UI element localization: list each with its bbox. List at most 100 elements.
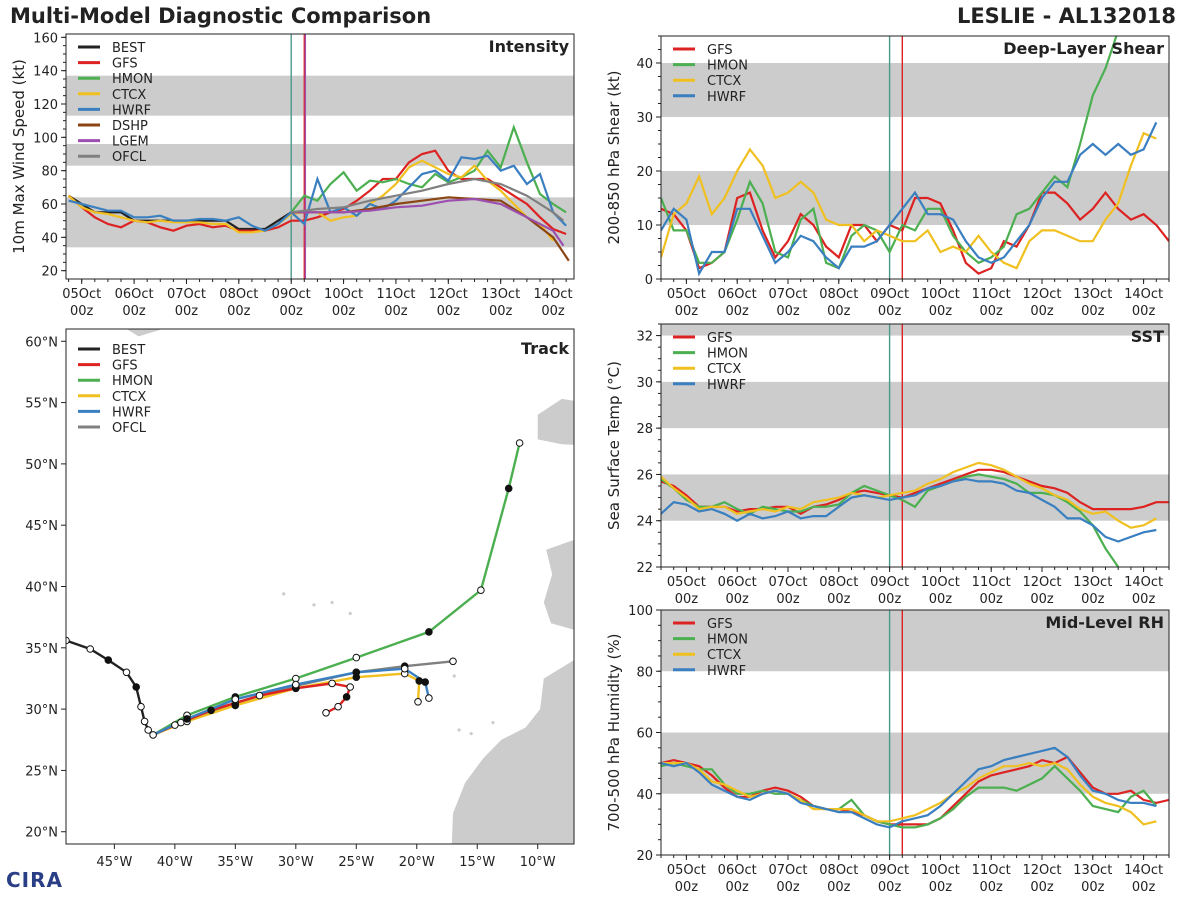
plot-frame	[65, 33, 575, 280]
y-tick-label: 80	[636, 665, 653, 680]
panel-title: Track	[521, 339, 569, 358]
x-tick-label-date: 13Oct	[1073, 575, 1112, 590]
track-point-hwrf	[400, 664, 409, 673]
track-point-gfs	[328, 679, 336, 688]
greenland-land	[126, 329, 163, 337]
x-tick-label-date: 07Oct	[768, 287, 807, 302]
x-tick-label-hour: 00z	[1132, 592, 1156, 607]
x-tick-label-date: 10Oct	[921, 287, 960, 302]
y-tick-label: 30	[636, 111, 653, 126]
y-axis-label: Sea Surface Temp (°C)	[605, 361, 623, 530]
series-line-hmon	[661, 473, 1120, 567]
series-line-hmon	[661, 36, 1118, 270]
x-tick-label-hour: 00z	[726, 880, 750, 895]
ireland-land	[537, 398, 574, 445]
x-tick-label-date: 05Oct	[62, 287, 101, 302]
track-point-hmon	[504, 484, 513, 493]
y-tick-label: 40	[41, 231, 58, 246]
cira-logo: CIRA	[6, 868, 63, 892]
x-tick-label-date: 13Oct	[1073, 863, 1112, 878]
x-tick-label-date: 08Oct	[819, 575, 858, 590]
legend-label-gfs: GFS	[707, 43, 733, 58]
lat-tick-label: 20°N	[25, 826, 58, 841]
track-point-best	[140, 717, 149, 726]
x-tick-label-date: 06Oct	[718, 863, 757, 878]
x-tick-label-hour: 00z	[726, 592, 750, 607]
y-tick-label: 22	[636, 561, 653, 576]
land-layer	[126, 329, 574, 844]
track-point-best	[86, 645, 94, 653]
track-point-ofcl	[449, 657, 457, 666]
series-line-ofcl	[291, 177, 565, 222]
legend-label-best: BEST	[112, 343, 145, 358]
island	[491, 721, 495, 725]
track-point-best	[104, 656, 113, 664]
lon-tick-label: 35°W	[217, 855, 253, 870]
track-point-ctcx	[415, 677, 424, 685]
x-tick-label-hour: 00z	[489, 304, 513, 319]
x-tick-label-hour: 00z	[980, 304, 1004, 319]
x-tick-label-hour: 00z	[1030, 304, 1054, 319]
x-tick-label-hour: 00z	[384, 304, 408, 319]
lat-tick-label: 40°N	[25, 581, 58, 596]
track-point-ctcx	[414, 698, 422, 706]
legend-label-hwrf: HWRF	[707, 664, 746, 679]
legend-label-gfs: GFS	[112, 359, 138, 374]
x-tick-label-hour: 00z	[980, 592, 1004, 607]
series-line-hwrf	[661, 121, 1158, 277]
x-tick-label-date: 10Oct	[324, 287, 363, 302]
series-line-hwrf	[68, 154, 567, 232]
y-tick-label: 24	[636, 515, 653, 530]
lon-tick-label: 20°W	[399, 855, 435, 870]
chart-3: 20 40 60 80 100 05Oct 00z 06Oct 00z 07Oct 00z 08Oct…	[605, 604, 1170, 895]
x-tick-label-hour: 00z	[1132, 880, 1156, 895]
legend-label-hmon: HMON	[707, 347, 748, 362]
x-tick-label-hour: 00z	[1081, 592, 1105, 607]
y-tick-label: 120	[33, 98, 58, 113]
x-tick-label-date: 06Oct	[115, 287, 154, 302]
legend-label-ctcx: CTCX	[112, 390, 146, 405]
lat-tick-label: 25°N	[25, 764, 58, 779]
x-tick-label-date: 09Oct	[870, 575, 909, 590]
legend-label-hmon: HMON	[112, 72, 153, 87]
series-line-hmon	[290, 123, 567, 214]
track-line-hmon	[152, 442, 521, 736]
x-tick-label-date: 07Oct	[768, 863, 807, 878]
lat-tick-label: 50°N	[25, 458, 58, 473]
x-tick-label-hour: 00z	[1081, 880, 1105, 895]
track-point-hwrf	[183, 715, 191, 723]
series-line-ctcx	[661, 761, 1157, 826]
legend-label-ofcl: OFCL	[112, 150, 147, 165]
x-tick-label-date: 09Oct	[870, 287, 909, 302]
x-tick-label-date: 07Oct	[768, 575, 807, 590]
panel-title: Intensity	[489, 37, 570, 56]
y-tick-label: 20	[636, 165, 653, 180]
panel-title: Deep-Layer Shear	[1003, 39, 1164, 58]
x-tick-label-date: 14Oct	[534, 287, 573, 302]
x-tick-label-date: 06Oct	[718, 575, 757, 590]
track-map: 45°W 40°W 35°W 30°W 25°W 20°W 15°W 10°W 20°N 25°N…	[25, 328, 575, 870]
track-point-best	[132, 683, 140, 691]
y-tick-label: 30	[636, 376, 653, 391]
x-tick-label-hour: 00z	[175, 304, 199, 319]
series-line-hwrf	[661, 477, 1157, 543]
track-point-hwrf	[292, 680, 300, 689]
x-tick-label-date: 11Oct	[972, 575, 1011, 590]
y-tick-label: 0	[645, 273, 653, 288]
x-tick-label-date: 09Oct	[272, 287, 311, 302]
x-tick-label-hour: 00z	[878, 304, 902, 319]
x-tick-label-date: 06Oct	[718, 287, 757, 302]
track-line-hwrf	[152, 667, 431, 736]
track-line-best	[66, 639, 154, 736]
africa-land	[451, 660, 574, 844]
x-tick-label-date: 08Oct	[819, 863, 858, 878]
island	[330, 600, 334, 605]
series-line-gfs	[661, 468, 1169, 516]
x-tick-label-date: 08Oct	[819, 287, 858, 302]
x-tick-label-hour: 00z	[437, 304, 461, 319]
x-tick-label-hour: 00z	[878, 592, 902, 607]
track-point-gfs	[255, 691, 264, 700]
series-line-hwrf	[661, 746, 1157, 829]
panel-title: Mid-Level RH	[1045, 613, 1164, 632]
